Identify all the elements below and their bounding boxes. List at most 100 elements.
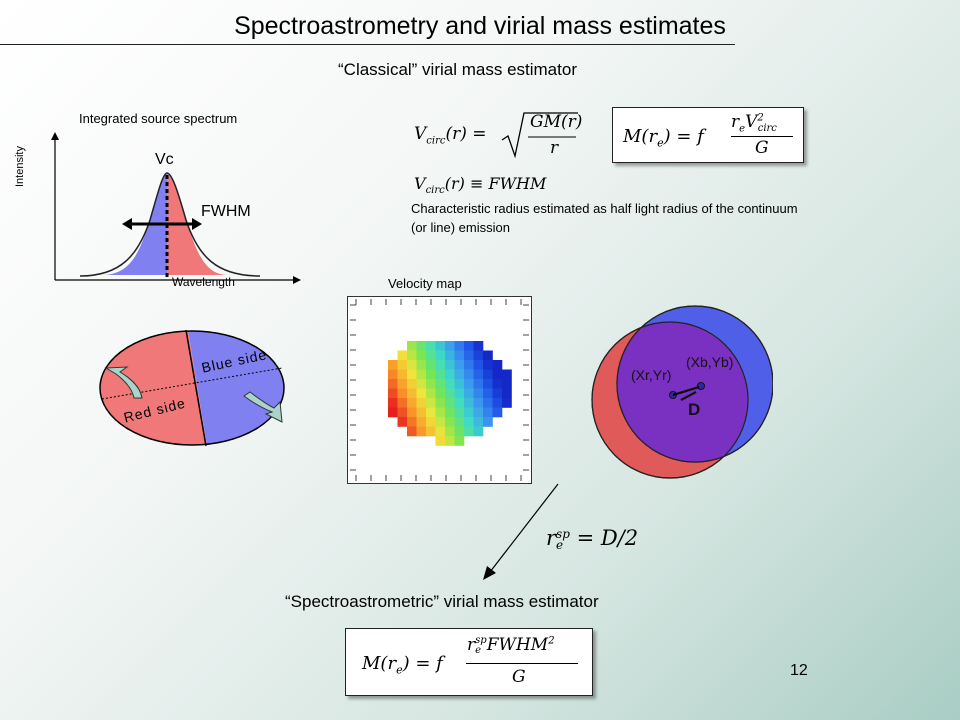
velocity-pixel (416, 426, 427, 437)
velocity-pixel (426, 350, 436, 361)
velocity-pixel (407, 350, 417, 361)
x-axis-label: Wavelength (172, 275, 235, 289)
velocity-pixel (445, 407, 455, 418)
velocity-pixel (435, 369, 446, 380)
velocity-pixel (473, 360, 484, 370)
classical-mass-box: M(re) = f reV2circ G (612, 107, 804, 163)
velocity-pixel (492, 407, 503, 418)
velocity-pixel (435, 426, 446, 437)
velocity-pixel (445, 369, 455, 380)
velocity-pixel (483, 369, 493, 380)
rotation-arrow-left (104, 366, 143, 399)
velocity-pixel (388, 407, 398, 418)
velocity-pixel (454, 379, 465, 389)
velocity-pixel (483, 360, 493, 370)
velocity-pixel (397, 350, 408, 361)
velocity-pixel (454, 417, 465, 427)
velocity-pixel (397, 379, 408, 389)
velocity-pixel (454, 350, 465, 361)
velocity-map-title: Velocity map (388, 276, 462, 291)
velocity-pixel (473, 369, 484, 380)
velocity-pixel (454, 369, 465, 380)
velocity-pixel (464, 379, 474, 389)
velocity-pixel (407, 388, 417, 399)
spectroastrometric-subtitle: “Spectroastrometric” virial mass estimat… (285, 592, 599, 611)
velocity-pixel (492, 360, 503, 370)
velocity-pixel (445, 379, 455, 389)
velocity-pixel (416, 388, 427, 399)
velocity-pixel (483, 398, 493, 408)
velocity-pixel (435, 379, 446, 389)
velocity-pixel (445, 350, 455, 361)
velocity-pixel (407, 407, 417, 418)
velocity-pixel (388, 388, 398, 399)
velocity-pixel (407, 417, 417, 427)
slide-title: Spectroastrometry and virial mass estima… (234, 12, 726, 40)
velocity-pixel (416, 369, 427, 380)
y-axis-arrow (51, 132, 59, 140)
velocity-pixel (445, 398, 455, 408)
velocity-pixel (435, 388, 446, 399)
velocity-pixel (502, 398, 512, 408)
velocity-pixel (502, 388, 512, 399)
velocity-pixel (426, 426, 436, 437)
velocity-pixel (426, 407, 436, 418)
velocity-pixel (492, 398, 503, 408)
disk-major-axis (101, 367, 283, 400)
d-arrow (680, 391, 697, 401)
velocity-pixel (426, 360, 436, 370)
velocity-pixel (397, 398, 408, 408)
classical-fraction-bar (731, 136, 793, 137)
velocity-pixel (464, 350, 474, 361)
velocity-pixel (502, 369, 512, 380)
characteristic-radius-note: Characteristic radius estimated as half … (411, 201, 798, 235)
velocity-pixel (416, 398, 427, 408)
velocity-pixel (464, 388, 474, 399)
velocity-pixel (426, 398, 436, 408)
velocity-pixel (464, 417, 474, 427)
velocity-pixel (435, 407, 446, 418)
velocity-pixel (388, 398, 398, 408)
velocity-pixel (445, 426, 455, 437)
velocity-pixel (445, 417, 455, 427)
velocity-pixel (454, 436, 465, 446)
velocity-pixel (492, 388, 503, 399)
velocity-pixel (388, 379, 398, 389)
y-axis-label: Intensity (14, 146, 26, 187)
rotating-disk (99, 329, 285, 447)
red-centroid-label: (Xr,Yr) (631, 367, 672, 383)
sp-mass-denominator: G (512, 667, 526, 687)
velocity-pixel (454, 398, 465, 408)
rotation-arrow-right (243, 391, 283, 423)
velocity-pixel (454, 407, 465, 418)
velocity-pixel (473, 341, 484, 351)
velocity-pixel (426, 388, 436, 399)
velocity-pixel (407, 426, 417, 437)
velocity-pixel (407, 360, 417, 370)
velocity-pixel (426, 341, 436, 351)
velocity-pixel (397, 417, 408, 427)
vcirc-equation: Vcirc(r) = GM(r) r (414, 112, 583, 159)
spectrum-red-half (167, 173, 228, 275)
re-sp-equation: r sp e = D/2 (546, 526, 639, 552)
velocity-pixel (435, 398, 446, 408)
classical-mass-numerator: reV2circ (731, 112, 777, 135)
title-underline (0, 44, 735, 45)
velocity-pixel (426, 417, 436, 427)
velocity-pixel (492, 379, 503, 389)
velocity-pixel (473, 407, 484, 418)
velocity-pixel (416, 417, 427, 427)
velocity-pixel (473, 379, 484, 389)
sp-mass-numerator: r sp e FWHM2 (467, 634, 555, 656)
velocity-pixel (426, 369, 436, 380)
velocity-pixel (397, 369, 408, 380)
disk-divider (185, 329, 207, 447)
page-number: 12 (790, 662, 808, 679)
velocity-pixel (435, 417, 446, 427)
velocity-pixel (473, 388, 484, 399)
velocity-pixel (464, 407, 474, 418)
velocity-pixel (454, 341, 465, 351)
velocity-pixel (483, 388, 493, 399)
sp-fraction-bar (466, 663, 578, 664)
velocity-pixel (483, 350, 493, 361)
